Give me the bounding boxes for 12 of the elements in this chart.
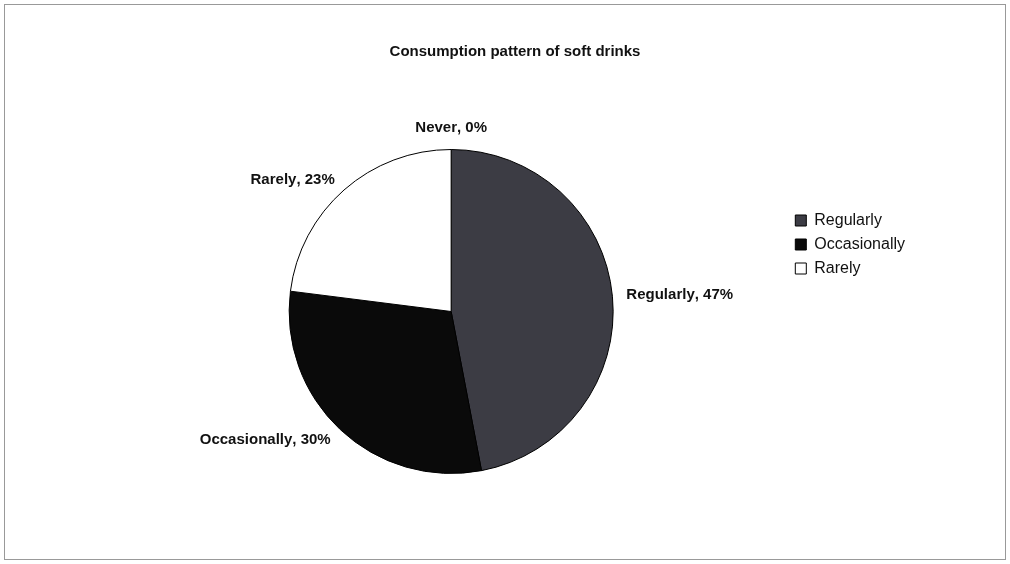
chart-title: Consumption pattern of soft drinks <box>389 42 641 60</box>
data-label: , 47% <box>694 285 734 303</box>
slice-label: Occasionally <box>199 429 293 447</box>
data-label: , 30% <box>292 429 331 447</box>
category-label: Never <box>415 118 457 136</box>
slice-label: Rarely <box>250 169 298 187</box>
legend-label: Rarely <box>814 258 861 276</box>
legend-label: Regularly <box>814 210 882 228</box>
legend-label: Occasionally <box>814 234 905 252</box>
text: , 0% <box>456 118 488 136</box>
slice-label: Regularly <box>626 285 696 303</box>
data-label: , 23% <box>296 169 335 187</box>
